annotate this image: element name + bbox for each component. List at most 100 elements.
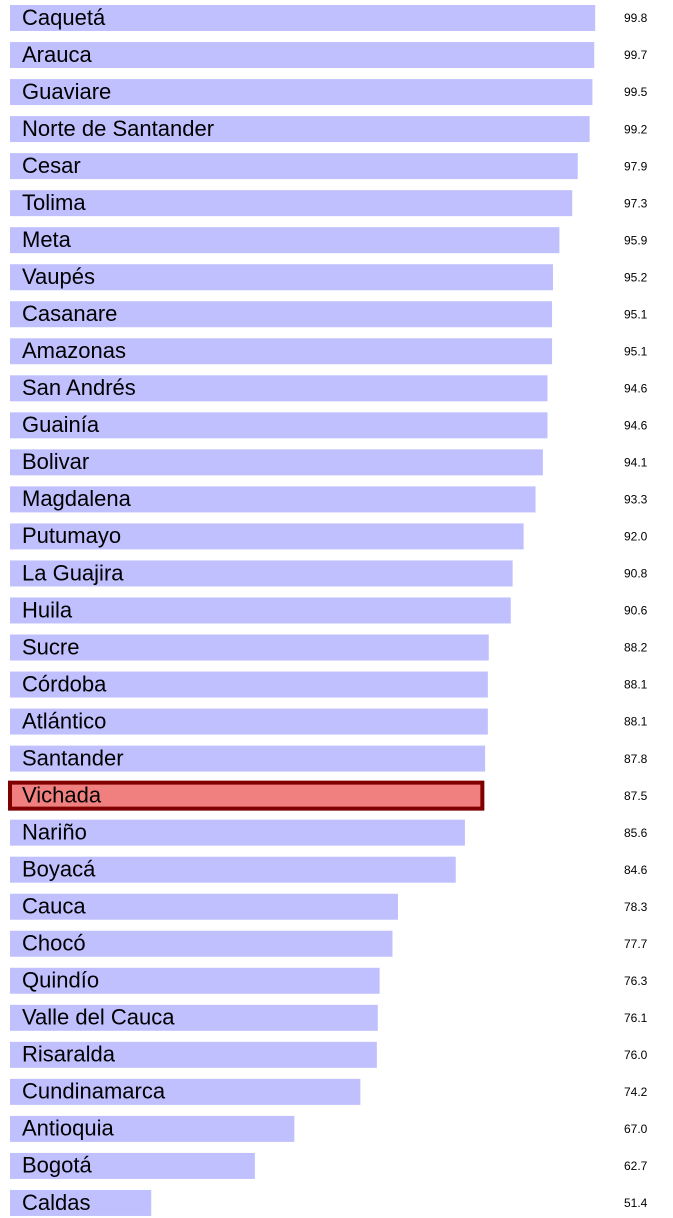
- value-label: 94.1: [624, 456, 648, 470]
- bar: [10, 486, 536, 513]
- bar: [10, 708, 488, 735]
- value-label: 76.3: [624, 974, 648, 988]
- bar: [10, 671, 488, 698]
- bar: [10, 375, 548, 402]
- category-label: Casanare: [22, 301, 117, 326]
- category-label: Norte de Santander: [22, 116, 214, 141]
- value-label: 95.2: [624, 270, 648, 284]
- category-label: Quindío: [22, 968, 99, 993]
- bar: [10, 264, 553, 291]
- category-label: Vichada: [22, 782, 102, 807]
- category-label: Cundinamarca: [22, 1079, 166, 1104]
- category-label: Caquetá: [22, 5, 106, 30]
- bar: [10, 967, 380, 994]
- bar: [10, 301, 553, 328]
- category-label: Vaupés: [22, 264, 95, 289]
- value-label: 67.0: [624, 1122, 648, 1136]
- bar: [10, 227, 560, 254]
- category-label: Atlántico: [22, 708, 106, 733]
- value-label: 99.2: [624, 122, 648, 136]
- value-label: 62.7: [624, 1159, 648, 1173]
- bar: [10, 1041, 377, 1068]
- value-label: 97.9: [624, 159, 648, 173]
- value-label: 90.6: [624, 604, 648, 618]
- category-label: Meta: [22, 227, 72, 252]
- value-label: 94.6: [624, 381, 648, 395]
- category-label: La Guajira: [22, 560, 124, 585]
- category-label: Córdoba: [22, 671, 107, 696]
- bar: [10, 79, 593, 106]
- bar: [10, 523, 524, 550]
- value-label: 88.2: [624, 641, 648, 655]
- category-label: Cesar: [22, 153, 81, 178]
- category-label: Guainía: [22, 412, 100, 437]
- value-label: 87.8: [624, 752, 648, 766]
- value-label: 88.1: [624, 715, 648, 729]
- bar: [10, 42, 595, 69]
- value-label: 51.4: [624, 1196, 648, 1210]
- bar: [10, 449, 543, 476]
- category-label: Risaralda: [22, 1042, 116, 1067]
- category-label: Magdalena: [22, 486, 132, 511]
- value-label: 90.8: [624, 567, 648, 581]
- value-label: 99.7: [624, 48, 648, 62]
- category-label: Cauca: [22, 894, 86, 919]
- category-label: Chocó: [22, 931, 86, 956]
- bar: [10, 634, 489, 661]
- category-label: Bogotá: [22, 1153, 92, 1178]
- category-label: Antioquia: [22, 1116, 115, 1141]
- value-label: 74.2: [624, 1085, 648, 1099]
- value-label: 77.7: [624, 937, 648, 951]
- category-label: Amazonas: [22, 338, 126, 363]
- bar: [10, 597, 511, 624]
- category-label: San Andrés: [22, 375, 136, 400]
- bar: [10, 412, 548, 439]
- bar: [10, 190, 573, 217]
- category-label: Guaviare: [22, 79, 111, 104]
- category-label: Sucre: [22, 634, 79, 659]
- value-label: 99.5: [624, 85, 648, 99]
- value-label: 84.6: [624, 863, 648, 877]
- bar: [10, 153, 578, 180]
- value-label: 92.0: [624, 530, 648, 544]
- category-label: Boyacá: [22, 857, 96, 882]
- bar: [10, 1189, 152, 1216]
- value-label: 85.6: [624, 826, 648, 840]
- bar: [10, 116, 590, 143]
- value-label: 88.1: [624, 678, 648, 692]
- value-label: 95.1: [624, 307, 648, 321]
- category-label: Tolima: [22, 190, 86, 215]
- category-label: Nariño: [22, 819, 87, 844]
- bar: [10, 819, 465, 846]
- category-label: Arauca: [22, 42, 92, 67]
- value-label: 76.0: [624, 1048, 648, 1062]
- bar: [10, 745, 486, 772]
- bar: [10, 338, 553, 365]
- bar: [10, 5, 596, 31]
- category-label: Putumayo: [22, 523, 121, 548]
- category-label: Valle del Cauca: [22, 1005, 175, 1030]
- bar: [10, 1004, 378, 1031]
- bar: [10, 1115, 295, 1142]
- category-label: Santander: [22, 745, 124, 770]
- category-label: Huila: [22, 597, 73, 622]
- value-label: 97.3: [624, 196, 648, 210]
- bar: [10, 1078, 361, 1105]
- value-label: 93.3: [624, 493, 648, 507]
- bar: [10, 560, 513, 587]
- bar: [10, 930, 393, 957]
- bar: [10, 893, 398, 920]
- value-label: 94.6: [624, 419, 648, 433]
- value-label: 87.5: [624, 789, 648, 803]
- value-label: 95.1: [624, 344, 648, 358]
- bar: [10, 856, 456, 883]
- value-label: 99.8: [624, 11, 648, 25]
- bar: [10, 1152, 255, 1179]
- category-label: Bolivar: [22, 449, 89, 474]
- bar: [8, 780, 485, 811]
- value-label: 76.1: [624, 1011, 648, 1025]
- value-label: 78.3: [624, 900, 648, 914]
- value-label: 95.9: [624, 233, 648, 247]
- category-label: Caldas: [22, 1190, 90, 1215]
